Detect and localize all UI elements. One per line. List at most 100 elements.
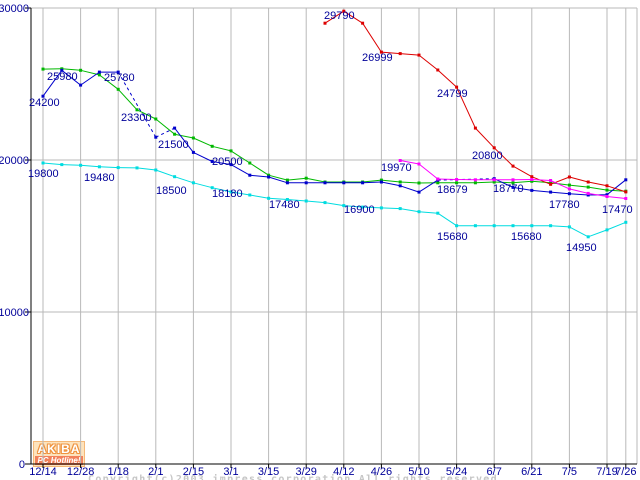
marker-cyan-series: [116, 166, 120, 170]
pc-hotline-badge: PC Hotline!: [35, 456, 83, 465]
marker-red-series: [342, 9, 346, 13]
marker-cyan-series: [267, 196, 271, 200]
series-segment-green-series: [531, 180, 551, 184]
marker-blue-series: [417, 190, 421, 194]
series-segment-green-series: [362, 179, 382, 183]
marker-green-series: [511, 181, 515, 185]
series-segment-cyan-series: [174, 176, 194, 184]
y-axis-label: 20000: [0, 155, 29, 167]
marker-blue-series: [285, 181, 289, 185]
marker-cyan-series: [398, 207, 402, 211]
marker-green-series: [229, 149, 233, 153]
marker-blue-series: [154, 135, 158, 139]
data-point-label: 18180: [212, 188, 243, 200]
series-segment-blue-series: [174, 127, 194, 153]
series-segment-cyan-series: [212, 187, 232, 193]
marker-blue-series: [304, 181, 308, 185]
marker-red-series: [624, 190, 628, 194]
series-segment-green-series: [249, 162, 269, 176]
series-segment-cyan-series: [80, 164, 100, 168]
data-point-label: 15680: [437, 231, 468, 243]
marker-blue-series: [267, 175, 271, 179]
series-segment-blue-series: [400, 185, 420, 193]
series-segment-blue-series: [362, 181, 382, 184]
series-segment-blue-series: [80, 71, 100, 86]
series-segment-red-series: [588, 181, 608, 187]
series-segment-cyan-series: [381, 207, 401, 210]
series-segment-green-series: [512, 180, 532, 184]
marker-red-series: [417, 53, 421, 57]
data-point-label: 17480: [269, 199, 300, 211]
series-segment-cyan-series: [324, 202, 344, 207]
series-segment-blue-series: [381, 181, 401, 187]
marker-green-series: [154, 117, 158, 121]
series-segment-green-series: [287, 177, 307, 181]
marker-green-series: [586, 185, 590, 189]
marker-blue-series: [191, 150, 195, 154]
data-point-label: 19480: [84, 172, 115, 184]
series-segment-cyan-series: [606, 221, 626, 231]
series-segment-blue-series: [61, 69, 81, 86]
marker-cyan-series: [304, 199, 308, 203]
marker-red-series: [455, 85, 459, 89]
series-segment-cyan-series: [193, 182, 213, 189]
series-segment-blue-series: [268, 176, 288, 184]
marker-green-series: [248, 161, 252, 165]
marker-cyan-series: [191, 181, 195, 185]
marker-cyan-series: [285, 198, 289, 201]
marker-magenta-series: [511, 178, 515, 182]
akiba-logo-text: AKIBA: [37, 442, 81, 456]
marker-cyan-series: [511, 224, 515, 228]
series-segment-magenta-series: [418, 163, 439, 180]
series-segment-blue-series: [418, 179, 439, 193]
y-axis-label: 10000: [0, 307, 29, 319]
marker-green-series: [210, 144, 214, 148]
marker-cyan-series: [154, 168, 158, 172]
series-segment-blue-series: [249, 174, 269, 178]
marker-cyan-series: [248, 193, 252, 197]
marker-magenta-series: [417, 162, 421, 166]
series-segment-green-series: [99, 74, 119, 90]
marker-green-series: [379, 178, 383, 182]
series-segment-cyan-series: [155, 169, 175, 178]
marker-cyan-series: [605, 228, 609, 232]
marker-green-series: [173, 132, 177, 136]
marker-blue-series: [530, 188, 534, 192]
marker-blue-series: [248, 173, 252, 177]
marker-blue-series: [116, 70, 120, 74]
marker-green-series: [116, 87, 120, 91]
data-point-label: 17780: [549, 199, 580, 211]
marker-magenta-series: [605, 195, 609, 198]
marker-blue-series: [173, 126, 177, 130]
series-segment-red-series: [418, 54, 439, 71]
series-segment-blue-series: [42, 70, 63, 97]
series-segment-blue-series: [212, 161, 232, 166]
x-axis-label: 12/28: [67, 466, 95, 478]
marker-blue-series: [379, 180, 383, 184]
series-segment-blue-series: [569, 193, 589, 196]
series-segment-cyan-series: [230, 191, 250, 196]
series-segment-red-series: [324, 10, 345, 24]
marker-red-series: [567, 175, 571, 179]
marker-cyan-series: [624, 220, 628, 224]
marker-blue-series: [323, 181, 327, 185]
series-segment-cyan-series: [569, 226, 589, 238]
series-segment-red-series: [437, 69, 457, 88]
marker-green-series: [304, 176, 308, 180]
series-segment-green-series: [230, 150, 251, 164]
series-segment-red-series: [456, 86, 476, 129]
marker-blue-series: [229, 163, 233, 167]
series-segment-green-series: [569, 184, 589, 188]
x-axis-label: 5/24: [446, 466, 467, 478]
series-segment-cyan-series: [362, 206, 382, 209]
x-axis-label: 6/7: [487, 466, 502, 478]
akiba-logo: AKIBA PC Hotline!: [33, 441, 85, 467]
series-segment-blue-series: [531, 189, 551, 193]
series-segment-green-series: [136, 109, 157, 120]
marker-cyan-series: [135, 166, 139, 170]
marker-green-series: [191, 136, 195, 140]
marker-green-series: [492, 180, 496, 184]
marker-green-series: [417, 181, 421, 185]
series-segment-green-series: [155, 118, 175, 135]
